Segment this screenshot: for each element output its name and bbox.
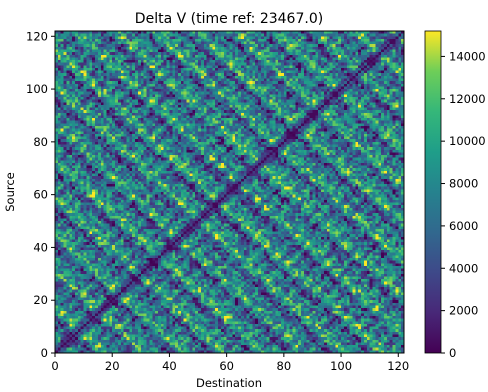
y-axis: 0 20 40 60 80 100 120 <box>26 29 55 360</box>
heatmap-cells <box>55 31 404 353</box>
chart-title: Delta V (time ref: 23467.0) <box>135 11 323 27</box>
colorbar-tick-label: 2000 <box>449 304 478 318</box>
x-tick-label: 60 <box>219 359 234 373</box>
plot-frame <box>54 30 405 354</box>
y-tick-label: 80 <box>33 135 48 149</box>
x-axis: 0 20 40 60 80 100 120 <box>51 353 409 373</box>
y-tick-label: 40 <box>33 240 48 254</box>
x-tick-label: 80 <box>277 359 292 373</box>
colorbar-tick-label: 6000 <box>449 219 478 233</box>
x-tick-label: 100 <box>330 359 352 373</box>
x-tick-label: 20 <box>105 359 120 373</box>
y-tick-label: 100 <box>26 82 48 96</box>
colorbar-gradient <box>424 30 442 354</box>
colorbar-tick-label: 10000 <box>449 134 486 148</box>
colorbar-tick-label: 12000 <box>449 92 486 106</box>
x-tick-label: 0 <box>51 359 58 373</box>
x-axis-label: Destination <box>196 376 262 390</box>
y-tick-label: 20 <box>33 293 48 307</box>
colorbar-tick-label: 14000 <box>449 49 486 63</box>
colorbar-tick-label: 0 <box>449 346 456 360</box>
y-axis-label: Source <box>3 172 17 212</box>
colorbar-tick-label: 8000 <box>449 177 478 191</box>
x-tick-label: 120 <box>387 359 409 373</box>
x-tick-label: 40 <box>162 359 177 373</box>
y-tick-label: 0 <box>41 346 48 360</box>
y-tick-label: 120 <box>26 29 48 43</box>
y-tick-label: 60 <box>33 188 48 202</box>
heatmap-plot-area <box>54 30 405 354</box>
colorbar: 0 2000 4000 6000 8000 10000 12000 14000 <box>424 30 486 360</box>
colorbar-ticks: 0 2000 4000 6000 8000 10000 12000 14000 <box>441 49 486 360</box>
colorbar-tick-label: 4000 <box>449 261 478 275</box>
